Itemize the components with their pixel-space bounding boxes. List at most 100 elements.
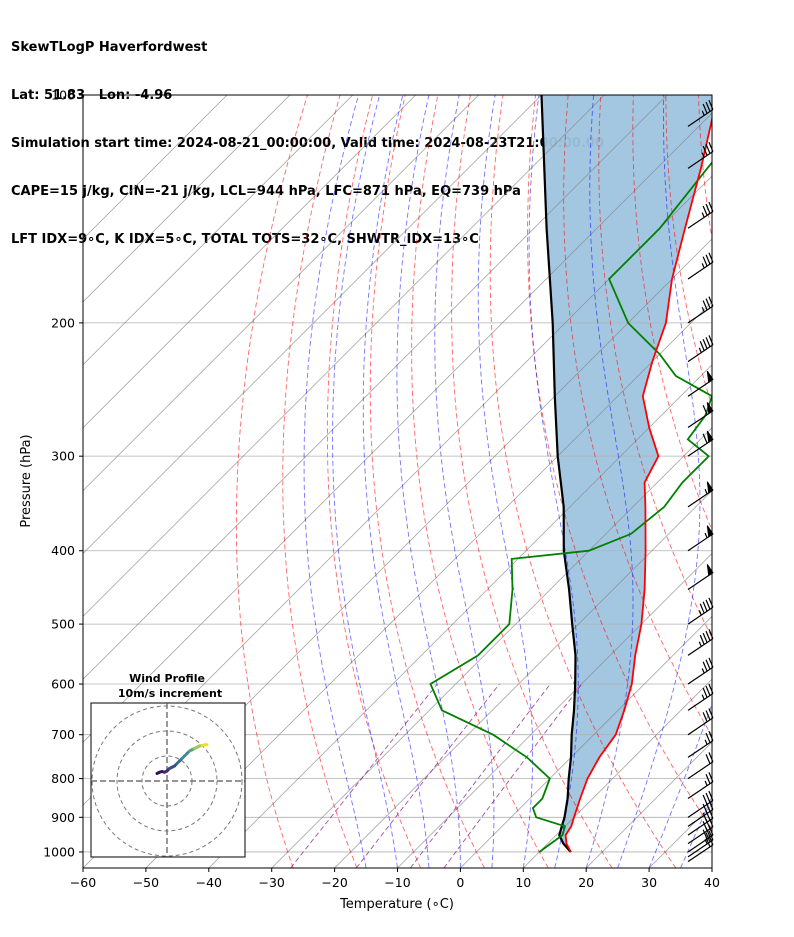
dry-adiabat	[563, 95, 712, 737]
wind-barb-staff	[687, 817, 714, 836]
wind-barb-half	[704, 780, 708, 786]
wind-barb-staff	[687, 800, 714, 818]
wind-barb-full	[702, 661, 708, 672]
mixing-ratio-line	[443, 683, 583, 868]
isotherm-line	[711, 867, 712, 868]
wind-barb-staff	[687, 826, 714, 845]
y-tick-label: 300	[51, 449, 75, 464]
wind-barb-staff	[687, 305, 714, 324]
wind-barb-staff	[687, 839, 714, 858]
wind-barb-staff	[687, 761, 714, 780]
plot-area	[83, 95, 794, 868]
x-tick-label: 20	[578, 875, 594, 890]
cape-area	[541, 95, 712, 852]
isotherm-line	[83, 95, 542, 554]
wind-barb-full	[705, 254, 711, 265]
wind-barb-half	[704, 489, 708, 495]
moist-adiabat	[680, 795, 712, 868]
wind-barb-full	[702, 794, 708, 805]
wind-barb-full	[705, 203, 711, 214]
dry-adiabat	[282, 95, 358, 868]
hodograph-plot	[91, 703, 245, 857]
dry-adiabat	[731, 95, 794, 868]
wind-barb-staff	[687, 693, 714, 711]
wind-barb-full	[705, 337, 711, 347]
wind-barb-full	[702, 405, 708, 415]
wind-barb	[687, 296, 714, 324]
wind-barb-full	[702, 300, 708, 311]
wind-barb-full	[702, 339, 708, 349]
wind-barb-staff	[687, 151, 714, 169]
hodograph-subtitle: 10m/s increment	[118, 687, 222, 700]
wind-barb-half	[698, 610, 702, 616]
wind-barb-full	[702, 433, 708, 444]
temperature-profile-line	[564, 115, 712, 853]
x-tick-label: −40	[196, 875, 222, 890]
dry-adiabat	[598, 95, 712, 639]
y-tick-label: 600	[51, 677, 75, 692]
title-indices-1: CAPE=15 j/kg, CIN=-21 j/kg, LCL=944 hPa,…	[11, 184, 521, 199]
wind-barb-full	[699, 634, 705, 645]
moist-adiabat	[528, 95, 579, 868]
wind-barb-half	[704, 739, 708, 745]
wind-barb-full	[702, 803, 708, 814]
isotherm-line	[83, 95, 605, 617]
isotherm-line	[83, 95, 291, 303]
wind-barb-half	[698, 347, 702, 353]
wind-barb-full	[705, 710, 711, 721]
wind-barb-full	[705, 659, 711, 670]
isotherm-line	[83, 95, 354, 366]
mixing-ratio-line	[355, 683, 500, 868]
y-tick-label: 500	[51, 617, 75, 632]
wind-barb-staff	[687, 740, 714, 758]
x-tick-label: 40	[704, 875, 720, 890]
y-tick-label: 100	[51, 88, 75, 103]
isotherm-line	[83, 112, 712, 743]
wind-barbs	[687, 99, 714, 863]
wind-barb-half	[701, 694, 705, 700]
wind-barb-full	[705, 630, 711, 641]
wind-barb	[687, 628, 714, 656]
wind-barb-full	[702, 712, 708, 723]
isotherm-line	[397, 553, 712, 868]
wind-barb-staff	[687, 844, 714, 863]
moist-adiabat	[362, 95, 430, 868]
wind-barb-staff	[687, 781, 714, 800]
wind-barb	[687, 252, 714, 280]
wind-barb-full	[705, 685, 711, 696]
wind-barb-staff	[687, 809, 714, 827]
wind-barb-staff	[687, 606, 714, 625]
wind-barb-full	[705, 599, 711, 610]
x-tick-label: 0	[456, 875, 464, 890]
wind-barb-full	[705, 143, 711, 154]
wind-barb-full	[702, 632, 708, 643]
wind-barb	[687, 370, 714, 397]
wind-barb-full	[702, 687, 708, 698]
moist-adiabat	[648, 702, 712, 868]
isotherm-line	[775, 95, 794, 868]
mixing-ratio-line	[290, 683, 438, 868]
title-station: SkewTLogP Haverfordwest	[11, 40, 208, 55]
x-tick-label: −20	[321, 875, 347, 890]
wind-barb-full	[702, 103, 708, 114]
wind-barb-full	[699, 603, 705, 614]
wind-barb-full	[702, 145, 708, 156]
parcel-profile-line	[540, 95, 577, 853]
dewpoint-profile-line	[429, 161, 712, 853]
wind-barb-staff	[687, 210, 714, 229]
dry-adiabat	[527, 95, 712, 830]
isotherm-line	[334, 490, 712, 868]
wind-barb	[687, 564, 714, 590]
wind-barb-full	[702, 256, 708, 267]
wind-barb-staff	[687, 638, 714, 656]
wind-barb-full	[699, 341, 705, 351]
moist-adiabat	[585, 95, 634, 868]
x-tick-label: −50	[133, 875, 159, 890]
wind-barb	[687, 708, 714, 736]
isotherm-line	[271, 427, 712, 868]
moist-adiabat	[617, 95, 701, 868]
cape-fill	[541, 95, 712, 852]
isotherm-line	[83, 95, 416, 429]
dry-adiabat	[489, 95, 677, 868]
wind-barb-full	[702, 829, 708, 840]
